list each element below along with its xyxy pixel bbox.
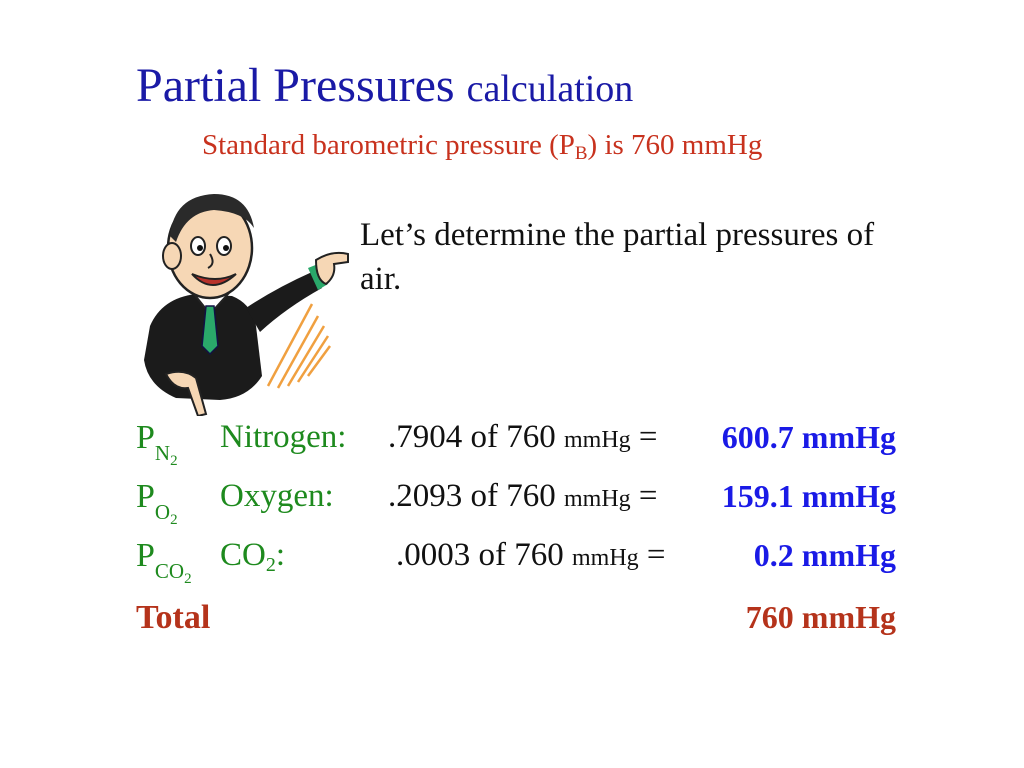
motion-lines [266,303,332,389]
lower-hand [164,370,208,416]
mouth [191,273,237,286]
title-sub: calculation [466,68,634,110]
symbol: PCO2 [136,537,192,587]
gas-name: Oxygen: [220,478,334,514]
row-co2: PCO2 CO2: .0003 of 760 mmHg = 0.2 mmHg [136,539,896,589]
total-value: 760 mmHg [745,599,896,635]
symbol: PO2 [136,478,178,528]
calculation: .0003 of 760 mmHg = [396,537,666,573]
ear [162,242,182,270]
symbol: PN2 [136,419,178,469]
row-oxygen: PO2 Oxygen: .2093 of 760 mmHg = 159.1 mm… [136,480,896,530]
subtitle-suffix: ) is 760 mmHg [587,129,763,161]
arm [246,272,322,332]
row-nitrogen: PN2 Nitrogen: .7904 of 760 mmHg = 600.7 … [136,421,896,471]
subtitle-prefix: Standard barometric pressure (P [202,129,575,161]
cartoon-man-pointing-icon [144,194,349,416]
total-label: Total [136,599,211,636]
tie [201,305,219,356]
gas-name: CO2: [220,537,286,576]
calculation: .7904 of 760 mmHg = [388,419,658,455]
total-row: Total 760 mmHg [136,601,896,641]
hand [314,251,349,286]
gas-name: Nitrogen: [220,419,347,455]
subtitle: Standard barometric pressure (PB) is 760… [202,129,763,164]
result-value: 0.2 mmHg [753,537,896,573]
result-value: 600.7 mmHg [721,419,896,455]
calculation: .2093 of 760 mmHg = [388,478,658,514]
subtitle-subscript: B [574,143,588,164]
title-main: Partial Pressures [136,59,455,112]
intro-text: Let’s determine the partial pressures of… [360,217,875,297]
result-value: 159.1 mmHg [721,478,896,514]
hair [170,194,254,242]
page-title: Partial Pressures calculation [136,62,633,110]
